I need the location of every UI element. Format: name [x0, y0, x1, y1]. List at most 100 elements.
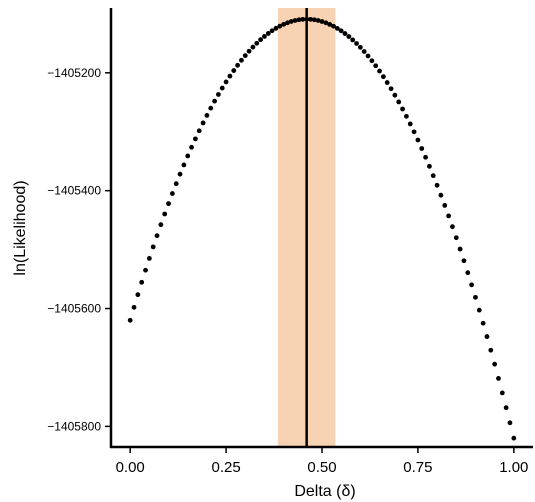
data-point	[499, 390, 505, 396]
data-point	[434, 182, 440, 188]
data-point	[411, 129, 417, 135]
data-point	[273, 25, 279, 31]
x-tick-label: 1.00	[499, 459, 528, 476]
y-tick-label: −1405800	[47, 419, 101, 433]
data-point	[189, 144, 194, 150]
ticks-layer: 0.00 0.25 0.50 0.75 1.00 −1405200 −1405400 −140…	[47, 66, 528, 476]
data-point	[300, 16, 306, 22]
data-point	[396, 99, 402, 105]
data-point	[334, 25, 340, 31]
data-point	[143, 267, 148, 273]
data-point	[315, 18, 321, 23]
y-tick-label: −1405400	[47, 184, 101, 198]
data-point	[503, 405, 509, 411]
data-point	[158, 222, 164, 228]
data-point	[331, 23, 336, 29]
data-point	[361, 49, 367, 54]
data-point	[319, 19, 325, 24]
data-point	[311, 17, 317, 23]
data-point	[327, 21, 333, 27]
data-point	[146, 256, 152, 261]
data-point	[166, 201, 171, 207]
data-point	[185, 153, 191, 159]
data-point	[227, 73, 233, 79]
data-point	[380, 74, 386, 80]
data-point	[350, 37, 356, 43]
data-point	[288, 19, 294, 24]
data-point	[488, 347, 494, 353]
data-point	[480, 320, 486, 326]
data-point	[208, 105, 214, 111]
data-point	[265, 31, 271, 36]
data-point	[235, 62, 241, 68]
data-point	[250, 44, 256, 50]
data-point	[162, 211, 168, 217]
data-point	[181, 162, 187, 168]
data-point	[193, 136, 198, 142]
data-point	[242, 53, 248, 59]
data-point	[365, 53, 371, 59]
data-point	[177, 171, 183, 177]
data-point	[135, 292, 141, 298]
data-point	[139, 279, 145, 285]
data-point	[404, 113, 409, 119]
data-point	[269, 28, 275, 34]
x-tick-label: 0.25	[211, 459, 240, 476]
data-point	[415, 137, 421, 143]
x-tick-label: 0.75	[403, 459, 432, 476]
data-point	[430, 173, 436, 179]
x-tick-label: 0.50	[307, 459, 336, 476]
data-point	[492, 361, 498, 367]
data-point	[407, 121, 413, 127]
data-point	[423, 154, 428, 160]
data-point	[200, 120, 206, 126]
data-point	[223, 79, 229, 85]
data-point	[292, 18, 298, 23]
x-axis-title: Delta (δ)	[294, 483, 355, 500]
x-tick-label: 0.00	[116, 459, 145, 476]
data-point	[131, 304, 137, 310]
data-point	[212, 98, 217, 104]
data-point	[204, 112, 210, 118]
data-point	[450, 224, 455, 230]
data-point	[369, 58, 375, 64]
data-point	[231, 68, 237, 73]
data-point	[219, 85, 225, 91]
data-point	[476, 307, 482, 313]
data-point	[246, 48, 252, 54]
data-point	[277, 23, 283, 29]
data-point	[338, 28, 344, 34]
data-point	[511, 435, 517, 441]
data-point	[400, 106, 405, 112]
data-point	[453, 235, 459, 241]
data-point	[507, 420, 513, 426]
data-point	[296, 17, 302, 23]
data-point	[154, 233, 160, 239]
data-point	[484, 334, 490, 339]
data-point	[377, 68, 382, 74]
data-point	[196, 128, 202, 134]
data-point	[150, 244, 156, 250]
data-point	[446, 213, 451, 219]
data-point	[457, 246, 463, 252]
y-tick-label: −1405200	[47, 66, 101, 80]
data-point	[469, 282, 475, 288]
data-point	[473, 294, 478, 300]
data-point	[384, 80, 390, 85]
data-point	[285, 20, 290, 26]
data-point	[216, 92, 221, 97]
data-point	[308, 16, 313, 22]
data-point	[342, 31, 348, 36]
data-point	[419, 146, 425, 151]
data-point	[169, 191, 175, 196]
data-point	[323, 20, 329, 26]
data-point	[388, 86, 394, 92]
data-point	[465, 270, 471, 276]
y-tick-label: −1405600	[47, 302, 101, 316]
data-point	[354, 41, 359, 46]
data-point	[427, 163, 432, 169]
data-point	[346, 34, 352, 39]
data-point	[281, 21, 287, 27]
data-point	[239, 57, 244, 63]
